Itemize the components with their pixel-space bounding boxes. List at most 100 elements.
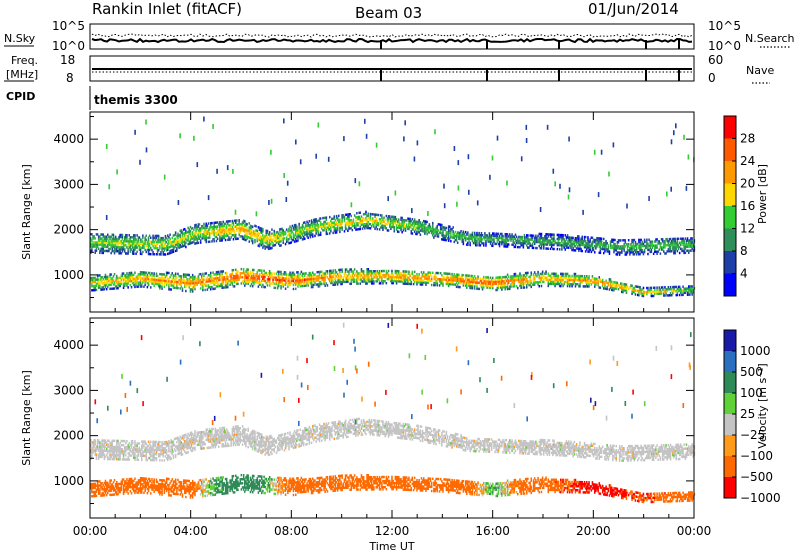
heatmap-cell <box>341 268 343 270</box>
heatmap-cell <box>298 223 300 225</box>
heatmap-cell <box>575 285 577 287</box>
heatmap-cell <box>267 230 269 232</box>
heatmap-cell <box>252 226 254 228</box>
heatmap-cell <box>691 285 693 287</box>
heatmap-cell <box>391 270 393 272</box>
heatmap-cell <box>327 284 329 286</box>
heatmap-cell <box>285 231 287 233</box>
heatmap-cell <box>187 235 189 237</box>
heatmap-cell <box>326 216 328 218</box>
heatmap-cell <box>176 247 178 249</box>
heatmap-cell <box>327 233 329 235</box>
heatmap-cell <box>329 216 331 218</box>
heatmap-cell <box>136 251 138 253</box>
heatmap-cell <box>286 273 288 275</box>
heatmap-cell <box>558 275 560 277</box>
heatmap-cell <box>423 271 425 273</box>
heatmap-cell <box>416 273 418 275</box>
heatmap-cell <box>605 280 607 282</box>
heatmap-cell <box>463 278 465 280</box>
heatmap-cell <box>198 242 200 244</box>
heatmap-cell <box>127 286 129 288</box>
heatmap-cell <box>534 283 536 285</box>
heatmap-cell <box>134 234 136 236</box>
heatmap-cell <box>227 284 229 286</box>
heatmap-cell <box>456 239 458 241</box>
heatmap-cell <box>541 235 543 237</box>
heatmap-cell <box>293 288 295 290</box>
heatmap-cell <box>656 286 658 288</box>
heatmap-cell <box>553 234 555 236</box>
heatmap-cell <box>357 282 359 284</box>
nave-tick-top: 60 <box>708 53 723 67</box>
nsky-line <box>92 39 692 42</box>
heatmap-cell <box>560 285 562 287</box>
heatmap-cell <box>653 295 655 297</box>
heatmap-cell <box>184 280 186 282</box>
heatmap-cell <box>329 232 331 234</box>
heatmap-cell <box>474 275 476 277</box>
beam-label: Beam 03 <box>355 4 422 22</box>
heatmap-cell <box>344 216 346 218</box>
heatmap-cell <box>204 289 206 291</box>
heatmap-cell <box>208 222 210 224</box>
heatmap-cell <box>217 225 219 227</box>
heatmap-cell <box>406 270 408 272</box>
heatmap-cell <box>113 275 115 277</box>
heatmap-cell <box>449 226 451 228</box>
heatmap-cell <box>537 271 539 273</box>
heatmap-cell <box>368 213 370 215</box>
heatmap-cell <box>600 287 602 289</box>
heatmap-cell <box>253 273 255 275</box>
heatmap-cell <box>463 231 465 233</box>
heatmap-cell <box>189 274 191 276</box>
heatmap-cell <box>341 226 343 228</box>
heatmap-cell <box>643 287 645 289</box>
heatmap-cell <box>243 268 245 270</box>
heatmap-cell <box>533 247 535 249</box>
heatmap-cell <box>232 271 234 273</box>
heatmap-cell <box>181 275 183 277</box>
heatmap-cell <box>395 216 397 218</box>
heatmap-cell <box>291 241 293 243</box>
heatmap-cell <box>172 237 174 239</box>
heatmap-cell <box>639 286 641 288</box>
heatmap-cell <box>236 230 238 232</box>
heatmap-cell <box>580 248 582 250</box>
heatmap-cell <box>541 233 543 235</box>
heatmap-cell <box>492 277 494 279</box>
heatmap-cell <box>476 242 478 244</box>
heatmap-cell <box>529 242 531 244</box>
heatmap-cell <box>611 281 613 283</box>
heatmap-cell <box>592 237 594 239</box>
heatmap-cell <box>98 248 100 250</box>
nsky-label: N.Sky <box>4 32 36 45</box>
heatmap-cell <box>334 215 336 217</box>
heatmap-cell <box>158 235 160 237</box>
heatmap-cell <box>483 286 485 288</box>
heatmap-cell <box>472 232 474 234</box>
heatmap-cell <box>201 229 203 231</box>
heatmap-cell <box>221 239 223 241</box>
heatmap-cell <box>280 271 282 273</box>
heatmap-cell <box>215 287 217 289</box>
heatmap-cell <box>122 236 124 238</box>
heatmap-cell <box>234 285 236 287</box>
heatmap-cell <box>412 271 414 273</box>
heatmap-cell <box>146 239 148 241</box>
heatmap-cell <box>454 273 456 275</box>
heatmap-cell <box>230 236 232 238</box>
heatmap-cell <box>526 274 528 276</box>
heatmap-cell <box>285 243 287 245</box>
heatmap-cell <box>541 285 543 287</box>
heatmap-cell <box>474 232 476 234</box>
heatmap-cell <box>608 246 610 248</box>
heatmap-cell <box>561 248 563 250</box>
heatmap-cell <box>169 238 171 240</box>
heatmap-cell <box>638 294 640 296</box>
heatmap-cell <box>249 222 251 224</box>
nsky-panel <box>90 24 694 49</box>
heatmap-cell <box>131 286 133 288</box>
heatmap-cell <box>472 275 474 277</box>
heatmap-cell <box>661 292 663 294</box>
